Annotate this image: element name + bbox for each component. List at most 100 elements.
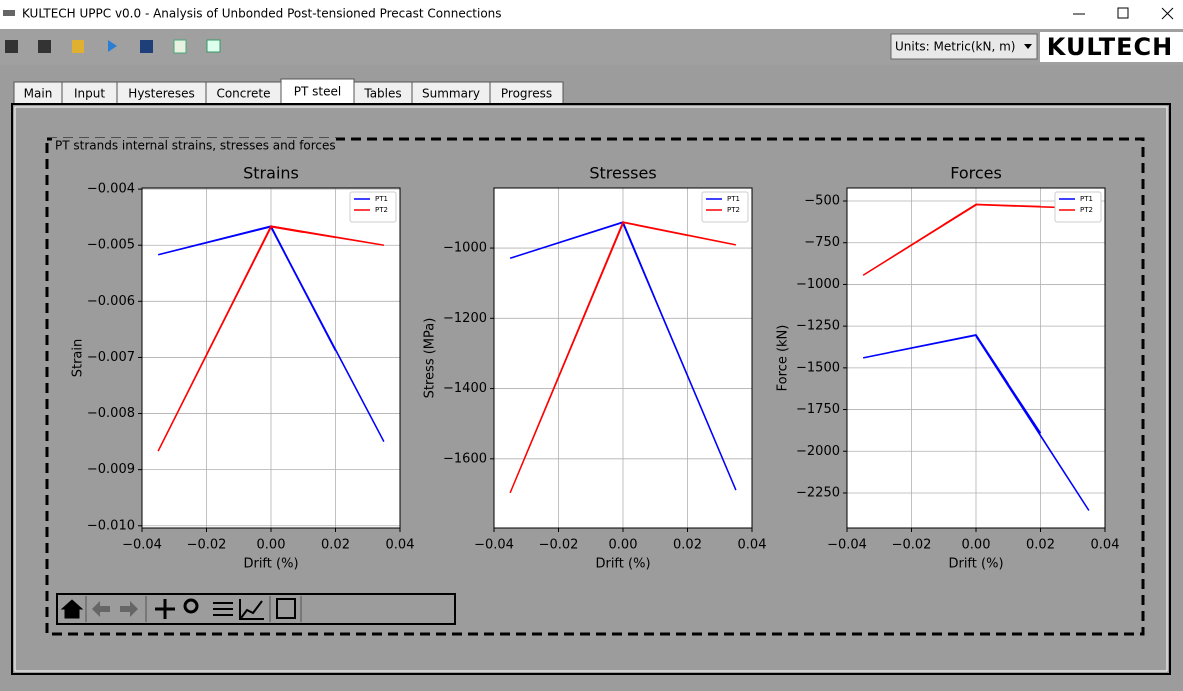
series-line	[862, 333, 1090, 511]
tab-label: Input	[74, 87, 105, 101]
plot-frame	[493, 187, 753, 529]
y-tick-label: −1000	[443, 241, 487, 256]
legend-label: PT2	[1080, 206, 1093, 214]
x-axis-label: Drift (%)	[595, 557, 650, 572]
x-tick-label: −0.04	[122, 538, 162, 553]
x-tick-label: 0.02	[673, 538, 702, 553]
y-tick-label: −0.010	[87, 518, 135, 533]
dropdown-arrow	[1024, 44, 1032, 49]
x-axis-label: Drift (%)	[243, 557, 298, 572]
tab-bar: Main Input Hystereses Concrete PT steel Table…	[13, 78, 564, 105]
x-tick-label: 0.02	[1026, 538, 1055, 553]
x-tick-label: −0.02	[892, 538, 932, 553]
x-tick-label: −0.02	[539, 538, 579, 553]
y-axis-label: Force (kN)	[776, 325, 791, 392]
y-tick-label: −0.004	[87, 182, 135, 197]
tab-label: PT steel	[294, 85, 341, 99]
legend	[701, 191, 749, 223]
customize-button[interactable]	[239, 599, 264, 620]
legend-label: PT2	[727, 206, 740, 214]
y-tick-label: −1000	[796, 277, 840, 292]
charts: −0.04 −0.02 0.00 0.02 0.04 −0.004 −0.005 −0.006…	[71, 164, 1120, 572]
tab-label: Progress	[501, 87, 552, 101]
y-tick-label: −0.008	[87, 406, 135, 421]
group-label: PT strands internal strains, stresses an…	[55, 139, 336, 153]
y-tick-label: −0.009	[87, 462, 135, 477]
x-tick-label: 0.00	[257, 538, 286, 553]
back-button[interactable]	[92, 601, 110, 617]
y-axis-label: Strain	[71, 339, 86, 378]
x-tick-label: −0.02	[187, 538, 227, 553]
group-box	[45, 137, 1145, 636]
zoom-button[interactable]	[183, 598, 199, 614]
tool-run[interactable]	[108, 40, 117, 52]
y-tick-label: −1500	[796, 360, 840, 375]
units-text: Units: Metric(kN, m)	[895, 40, 1015, 54]
legend-label: PT2	[375, 206, 388, 214]
title-bar	[0, 0, 1183, 29]
tab[interactable]	[280, 78, 355, 105]
tool-report[interactable]	[173, 39, 187, 54]
tool-export[interactable]	[206, 39, 221, 53]
x-tick-label: 0.00	[962, 538, 991, 553]
y-tick-label: −1250	[796, 319, 840, 334]
save-figure-button[interactable]	[276, 598, 296, 619]
legend	[1054, 191, 1102, 223]
y-tick-label: −0.006	[87, 294, 135, 309]
tab-label: Main	[24, 87, 53, 101]
chart-title: Stresses	[589, 164, 656, 183]
plot-frame	[846, 187, 1106, 529]
legend-label: PT1	[375, 195, 388, 203]
chart: −0.04 −0.02 0.00 0.02 0.04 −500 −750 −1000 −1250…	[776, 164, 1120, 572]
chart-title: Forces	[950, 164, 1002, 183]
subplots-button[interactable]	[213, 602, 233, 616]
series-line	[862, 203, 1089, 276]
x-tick-label: −0.04	[827, 538, 867, 553]
legend-label: PT1	[1080, 195, 1093, 203]
x-tick-label: 0.04	[1091, 538, 1120, 553]
y-tick-label: −2000	[796, 444, 840, 459]
maximize-button[interactable]	[1117, 7, 1129, 19]
logo: KULTECH	[1047, 33, 1173, 61]
logo-box	[1040, 32, 1183, 62]
y-tick-label: −0.005	[87, 238, 135, 253]
group-label-bg	[52, 138, 336, 154]
x-axis-label: Drift (%)	[948, 557, 1003, 572]
series-line	[157, 225, 385, 452]
close-button[interactable]	[1161, 7, 1174, 20]
tab-label: Tables	[363, 87, 401, 101]
y-axis-label: Stress (MPa)	[423, 318, 438, 399]
pan-button[interactable]	[155, 599, 175, 619]
nav-separators	[85, 596, 302, 622]
plot-frame	[141, 187, 401, 529]
y-tick-label: −1600	[443, 451, 487, 466]
x-tick-label: −0.04	[474, 538, 514, 553]
series-line	[509, 221, 737, 494]
x-tick-label: 0.04	[386, 538, 415, 553]
app-icon	[3, 10, 15, 16]
y-tick-label: −0.007	[87, 350, 135, 365]
chart: −0.04 −0.02 0.00 0.02 0.04 −0.004 −0.005 −0.006…	[71, 164, 415, 572]
tool-film[interactable]	[140, 40, 153, 53]
tool-open[interactable]	[72, 40, 84, 53]
window-title: KULTECH UPPC v0.0 - Analysis of Unbonded…	[22, 7, 502, 21]
tab-label: Concrete	[216, 87, 270, 101]
tool-save[interactable]	[38, 40, 51, 53]
tool-new[interactable]	[5, 40, 18, 53]
x-tick-label: 0.00	[609, 538, 638, 553]
legend-label: PT1	[727, 195, 740, 203]
tab-label: Hystereses	[128, 87, 194, 101]
chart-title: Strains	[243, 164, 299, 183]
nav-icons	[60, 598, 296, 620]
x-tick-label: 0.04	[738, 538, 767, 553]
chart: −0.04 −0.02 0.00 0.02 0.04 −1000 −1200 −1400 −16…	[423, 164, 767, 572]
home-button[interactable]	[60, 599, 84, 619]
tab-label: Summary	[422, 87, 480, 101]
tab-page-inner	[14, 106, 1168, 672]
y-tick-label: −1750	[796, 402, 840, 417]
forward-button[interactable]	[120, 601, 138, 617]
x-tick-label: 0.02	[321, 538, 350, 553]
units-dropdown[interactable]	[890, 33, 1038, 60]
y-tick-label: −750	[804, 235, 840, 250]
